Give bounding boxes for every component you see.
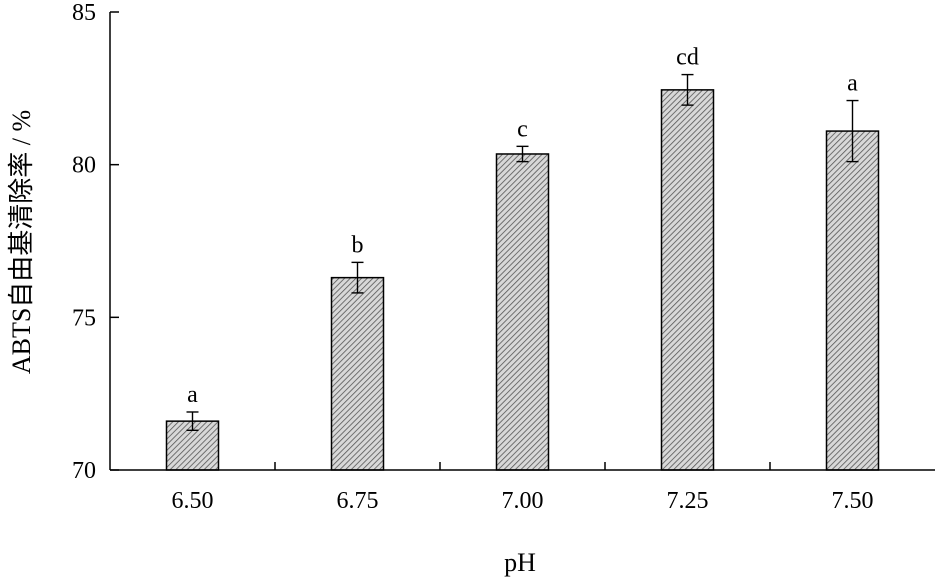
x-tick-label: 6.50 [172,488,214,514]
x-axis-label: pH [504,548,536,577]
bar-7.25 [660,89,715,471]
error-bar-6.75 [351,261,364,294]
x-tick-label: 7.25 [667,488,709,514]
y-tick-label: 75 [72,305,96,331]
ticks: 70 75 80 85 6.50 6.75 7.00 7.25 7.50 [72,0,874,514]
error-bar-7.50 [846,99,859,163]
y-tick-label: 80 [72,153,96,179]
x-tick-label: 7.00 [502,488,544,514]
bar-7.00 [495,153,550,471]
significance-label: b [352,232,364,258]
bar-7.50 [825,130,880,471]
error-bar-6.50 [186,411,199,432]
significance-label: a [187,382,198,408]
error-bar-7.00 [516,145,529,163]
significance-label: c [517,116,528,142]
significance-label: a [847,71,858,97]
error-bar-7.25 [681,73,694,106]
x-tick-label: 7.50 [832,488,874,514]
y-tick-label: 70 [72,458,96,484]
significance-label: cd [676,45,699,71]
bar-6.75 [330,276,385,471]
x-tick-label: 6.75 [337,488,379,514]
axes [109,12,935,471]
y-tick-label: 85 [72,0,96,26]
bars-layer: a b c cd a [165,45,880,471]
y-axis-label: ABTS自由基清除率 / % [7,110,36,374]
